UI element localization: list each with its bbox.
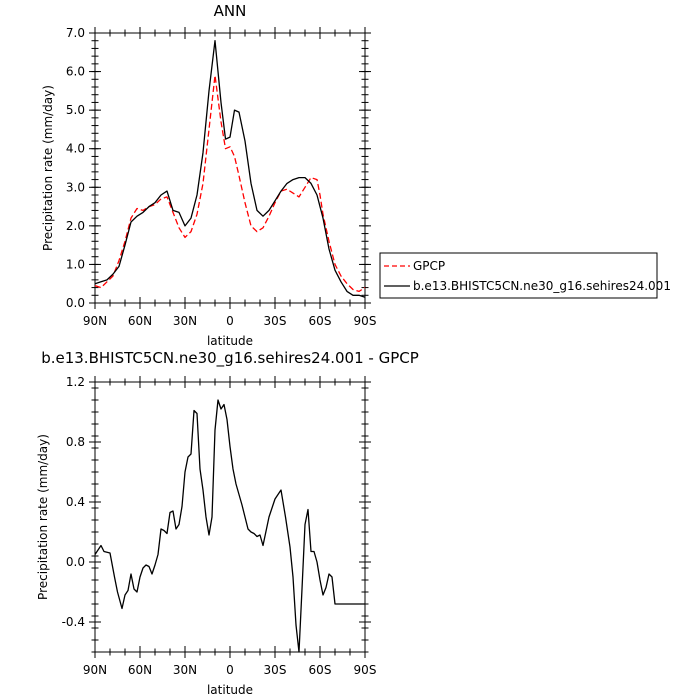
- panel-title: ANN: [214, 2, 247, 20]
- panel-title: b.e13.BHISTC5CN.ne30_g16.sehires24.001 -…: [41, 349, 419, 368]
- x-tick-label: 30N: [173, 314, 197, 328]
- plot-frame: [94, 381, 366, 653]
- axis-ticks: 90N 60N 30N 0 30S 60S 90S -0.4 0.0 0.4 0.8 1.2: [62, 375, 377, 677]
- x-tick-label: 60N: [128, 663, 152, 677]
- y-tick-label: 5.0: [66, 103, 85, 117]
- legend-label-gpcp: GPCP: [413, 259, 445, 273]
- y-tick-label: 3.0: [66, 180, 85, 194]
- y-tick-label: 1.2: [66, 375, 85, 389]
- y-axis-label: Precipitation rate (mm/day): [41, 85, 55, 251]
- x-tick-label: 30S: [264, 663, 287, 677]
- x-tick-label: 60S: [309, 663, 332, 677]
- y-tick-label: 0.0: [66, 296, 85, 310]
- x-tick-label: 60N: [128, 314, 152, 328]
- y-tick-label: -0.4: [62, 615, 85, 629]
- gpcp-series-line: [94, 74, 366, 293]
- y-tick-label: 0.8: [66, 435, 85, 449]
- model-series-line: [94, 399, 365, 653]
- y-tick-label: 7.0: [66, 26, 85, 40]
- x-tick-label: 30S: [264, 314, 287, 328]
- model-series-line: [94, 40, 366, 298]
- plot-frame: [94, 32, 366, 304]
- series-lines: [94, 40, 366, 298]
- x-tick-label: 90N: [83, 314, 107, 328]
- y-axis-label: Precipitation rate (mm/day): [36, 434, 50, 600]
- legend: GPCP b.e13.BHISTC5CN.ne30_g16.sehires24.…: [379, 252, 671, 299]
- y-tick-label: 0.0: [66, 555, 85, 569]
- x-tick-label: 90N: [83, 663, 107, 677]
- x-tick-label: 90S: [354, 663, 377, 677]
- y-tick-label: 1.0: [66, 257, 85, 271]
- x-tick-label: 90S: [354, 314, 377, 328]
- y-tick-label: 4.0: [66, 142, 85, 156]
- axis-ticks: 90N 60N 30N 0 30S 60S 90S 0.0 1.0 2.0 3.0 4.0 5.0 6.0…: [66, 26, 377, 328]
- legend-box: [379, 252, 658, 299]
- legend-label-model: b.e13.BHISTC5CN.ne30_g16.sehires24.001: [413, 279, 671, 293]
- x-tick-label: 60S: [309, 314, 332, 328]
- y-tick-label: 6.0: [66, 65, 85, 79]
- y-tick-label: 0.4: [66, 495, 85, 509]
- x-tick-label: 30N: [173, 663, 197, 677]
- y-tick-label: 2.0: [66, 219, 85, 233]
- x-axis-label: latitude: [207, 683, 253, 697]
- climatology-panel: ANN 90N 60N 30N 0 30S 60S 90S 0.0 1.0 2.0 3.0 4.0 5.…: [41, 2, 376, 348]
- x-axis-label: latitude: [207, 334, 253, 348]
- x-tick-label: 0: [226, 314, 234, 328]
- x-tick-label: 0: [226, 663, 234, 677]
- series-lines: [94, 399, 365, 653]
- difference-panel: b.e13.BHISTC5CN.ne30_g16.sehires24.001 -…: [36, 349, 419, 697]
